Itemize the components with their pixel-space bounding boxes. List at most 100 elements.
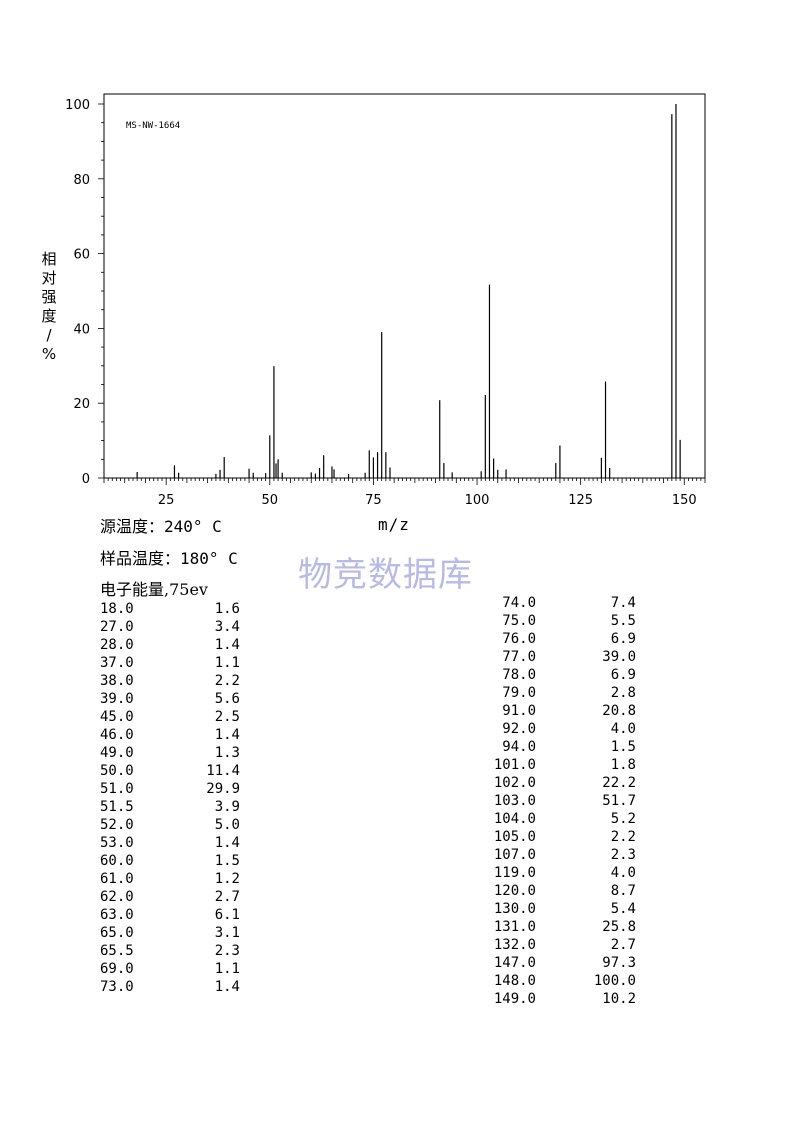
- abundance-value: 51.7: [602, 793, 636, 809]
- mz-value: 132.0: [493, 937, 536, 953]
- table-row: 65.0 3.1: [100, 924, 240, 942]
- table-row: 78.0 6.9: [480, 666, 636, 684]
- table-row: 79.0 2.8: [480, 684, 636, 702]
- table-row: 53.0 1.4: [100, 834, 240, 852]
- abundance-value: 7.4: [610, 595, 636, 611]
- table-row: 37.0 1.1: [100, 654, 240, 672]
- mz-value: 51.0: [100, 781, 134, 797]
- mz-value: 51.5: [100, 799, 134, 815]
- mz-value: 94.0: [502, 739, 536, 755]
- mz-value: 73.0: [100, 979, 134, 995]
- abundance-value: 1.2: [214, 871, 240, 887]
- watermark: 物竞数据库: [298, 555, 473, 595]
- table-row: 149.0 10.2: [480, 990, 636, 1008]
- mz-value: 69.0: [100, 961, 134, 977]
- mz-value: 38.0: [100, 673, 134, 689]
- table-row: 147.0 97.3: [480, 954, 636, 972]
- abundance-value: 1.5: [214, 853, 240, 869]
- y-axis-label-char: %: [41, 345, 57, 363]
- table-row: 91.0 20.8: [480, 702, 636, 720]
- mz-value: 46.0: [100, 727, 134, 743]
- table-row: 39.0 5.6: [100, 690, 240, 708]
- table-row: 104.0 5.2: [480, 810, 636, 828]
- abundance-value: 29.9: [206, 781, 240, 797]
- x-tick-label: 125: [568, 493, 593, 508]
- abundance-value: 10.2: [602, 991, 636, 1007]
- table-row: 46.0 1.4: [100, 726, 240, 744]
- abundance-value: 39.0: [602, 649, 636, 665]
- peak-table-right: 74.0 7.4 75.0 5.5 76.0 6.9 77.0 39.0 78.0 6.9 79.0…: [480, 594, 636, 1008]
- table-row: 101.0 1.8: [480, 756, 636, 774]
- sample-temp-value: 180° C: [180, 549, 238, 568]
- y-axis-label-char: 度: [41, 307, 57, 325]
- table-row: 61.0 1.2: [100, 870, 240, 888]
- abundance-value: 3.4: [214, 619, 240, 635]
- table-row: 52.0 5.0: [100, 816, 240, 834]
- mz-value: 63.0: [100, 907, 134, 923]
- abundance-value: 2.2: [610, 829, 636, 845]
- sample-temp-label: 样品温度：: [100, 549, 181, 568]
- abundance-value: 5.2: [610, 811, 636, 827]
- mz-value: 120.0: [493, 883, 536, 899]
- abundance-value: 2.7: [214, 889, 240, 905]
- mass-spectrum-chart: MS-NW-1664 25 50 75 100 125 150 0 20 40 60 80 100: [65, 93, 706, 508]
- table-row: 94.0 1.5: [480, 738, 636, 756]
- mz-value: 53.0: [100, 835, 134, 851]
- table-row: 120.0 8.7: [480, 882, 636, 900]
- y-tick-label: 100: [65, 98, 90, 113]
- abundance-value: 11.4: [206, 763, 240, 779]
- mz-value: 45.0: [100, 709, 134, 725]
- mz-value: 91.0: [502, 703, 536, 719]
- mz-value: 119.0: [493, 865, 536, 881]
- mz-value: 49.0: [100, 745, 134, 761]
- table-row: 62.0 2.7: [100, 888, 240, 906]
- y-axis-label-char: /: [46, 326, 52, 344]
- mz-value: 79.0: [502, 685, 536, 701]
- peak-table-left: 18.0 1.6 27.0 3.4 28.0 1.4 37.0 1.1 38.0 2.2 39.0 5…: [100, 600, 240, 996]
- x-tick-label: 50: [262, 493, 279, 508]
- plot-frame: [103, 93, 706, 479]
- mz-value: 101.0: [493, 757, 536, 773]
- x-tick-label: 100: [465, 493, 490, 508]
- mz-value: 147.0: [493, 955, 536, 971]
- table-row: 51.0 29.9: [100, 780, 240, 798]
- mz-value: 75.0: [502, 613, 536, 629]
- abundance-value: 3.9: [214, 799, 240, 815]
- y-tick-label: 40: [73, 322, 90, 337]
- source-temp-value: 240° C: [164, 517, 222, 536]
- chart-annotation: MS-NW-1664: [126, 121, 180, 131]
- abundance-value: 6.9: [610, 631, 636, 647]
- mz-value: 50.0: [100, 763, 134, 779]
- mz-value: 37.0: [100, 655, 134, 671]
- abundance-value: 1.4: [214, 979, 240, 995]
- energy-label: 电子能量,: [100, 580, 170, 599]
- mz-value: 39.0: [100, 691, 134, 707]
- abundance-value: 2.8: [610, 685, 636, 701]
- abundance-value: 4.0: [610, 721, 636, 737]
- table-row: 130.0 5.4: [480, 900, 636, 918]
- mz-value: 105.0: [493, 829, 536, 845]
- abundance-value: 1.3: [214, 745, 240, 761]
- table-row: 107.0 2.3: [480, 846, 636, 864]
- y-tick-label: 0: [82, 472, 90, 487]
- table-row: 45.0 2.5: [100, 708, 240, 726]
- table-row: 38.0 2.2: [100, 672, 240, 690]
- table-row: 119.0 4.0: [480, 864, 636, 882]
- abundance-value: 2.2: [214, 673, 240, 689]
- abundance-value: 8.7: [610, 883, 636, 899]
- mz-value: 65.0: [100, 925, 134, 941]
- table-row: 92.0 4.0: [480, 720, 636, 738]
- mz-value: 60.0: [100, 853, 134, 869]
- abundance-value: 25.8: [602, 919, 636, 935]
- abundance-value: 1.8: [610, 757, 636, 773]
- table-row: 105.0 2.2: [480, 828, 636, 846]
- y-axis-label-char: 对: [41, 269, 57, 287]
- x-tick-label: 150: [672, 493, 697, 508]
- abundance-value: 97.3: [602, 955, 636, 971]
- abundance-value: 5.4: [610, 901, 636, 917]
- abundance-value: 2.5: [214, 709, 240, 725]
- mz-value: 61.0: [100, 871, 134, 887]
- table-row: 63.0 6.1: [100, 906, 240, 924]
- table-row: 49.0 1.3: [100, 744, 240, 762]
- abundance-value: 22.2: [602, 775, 636, 791]
